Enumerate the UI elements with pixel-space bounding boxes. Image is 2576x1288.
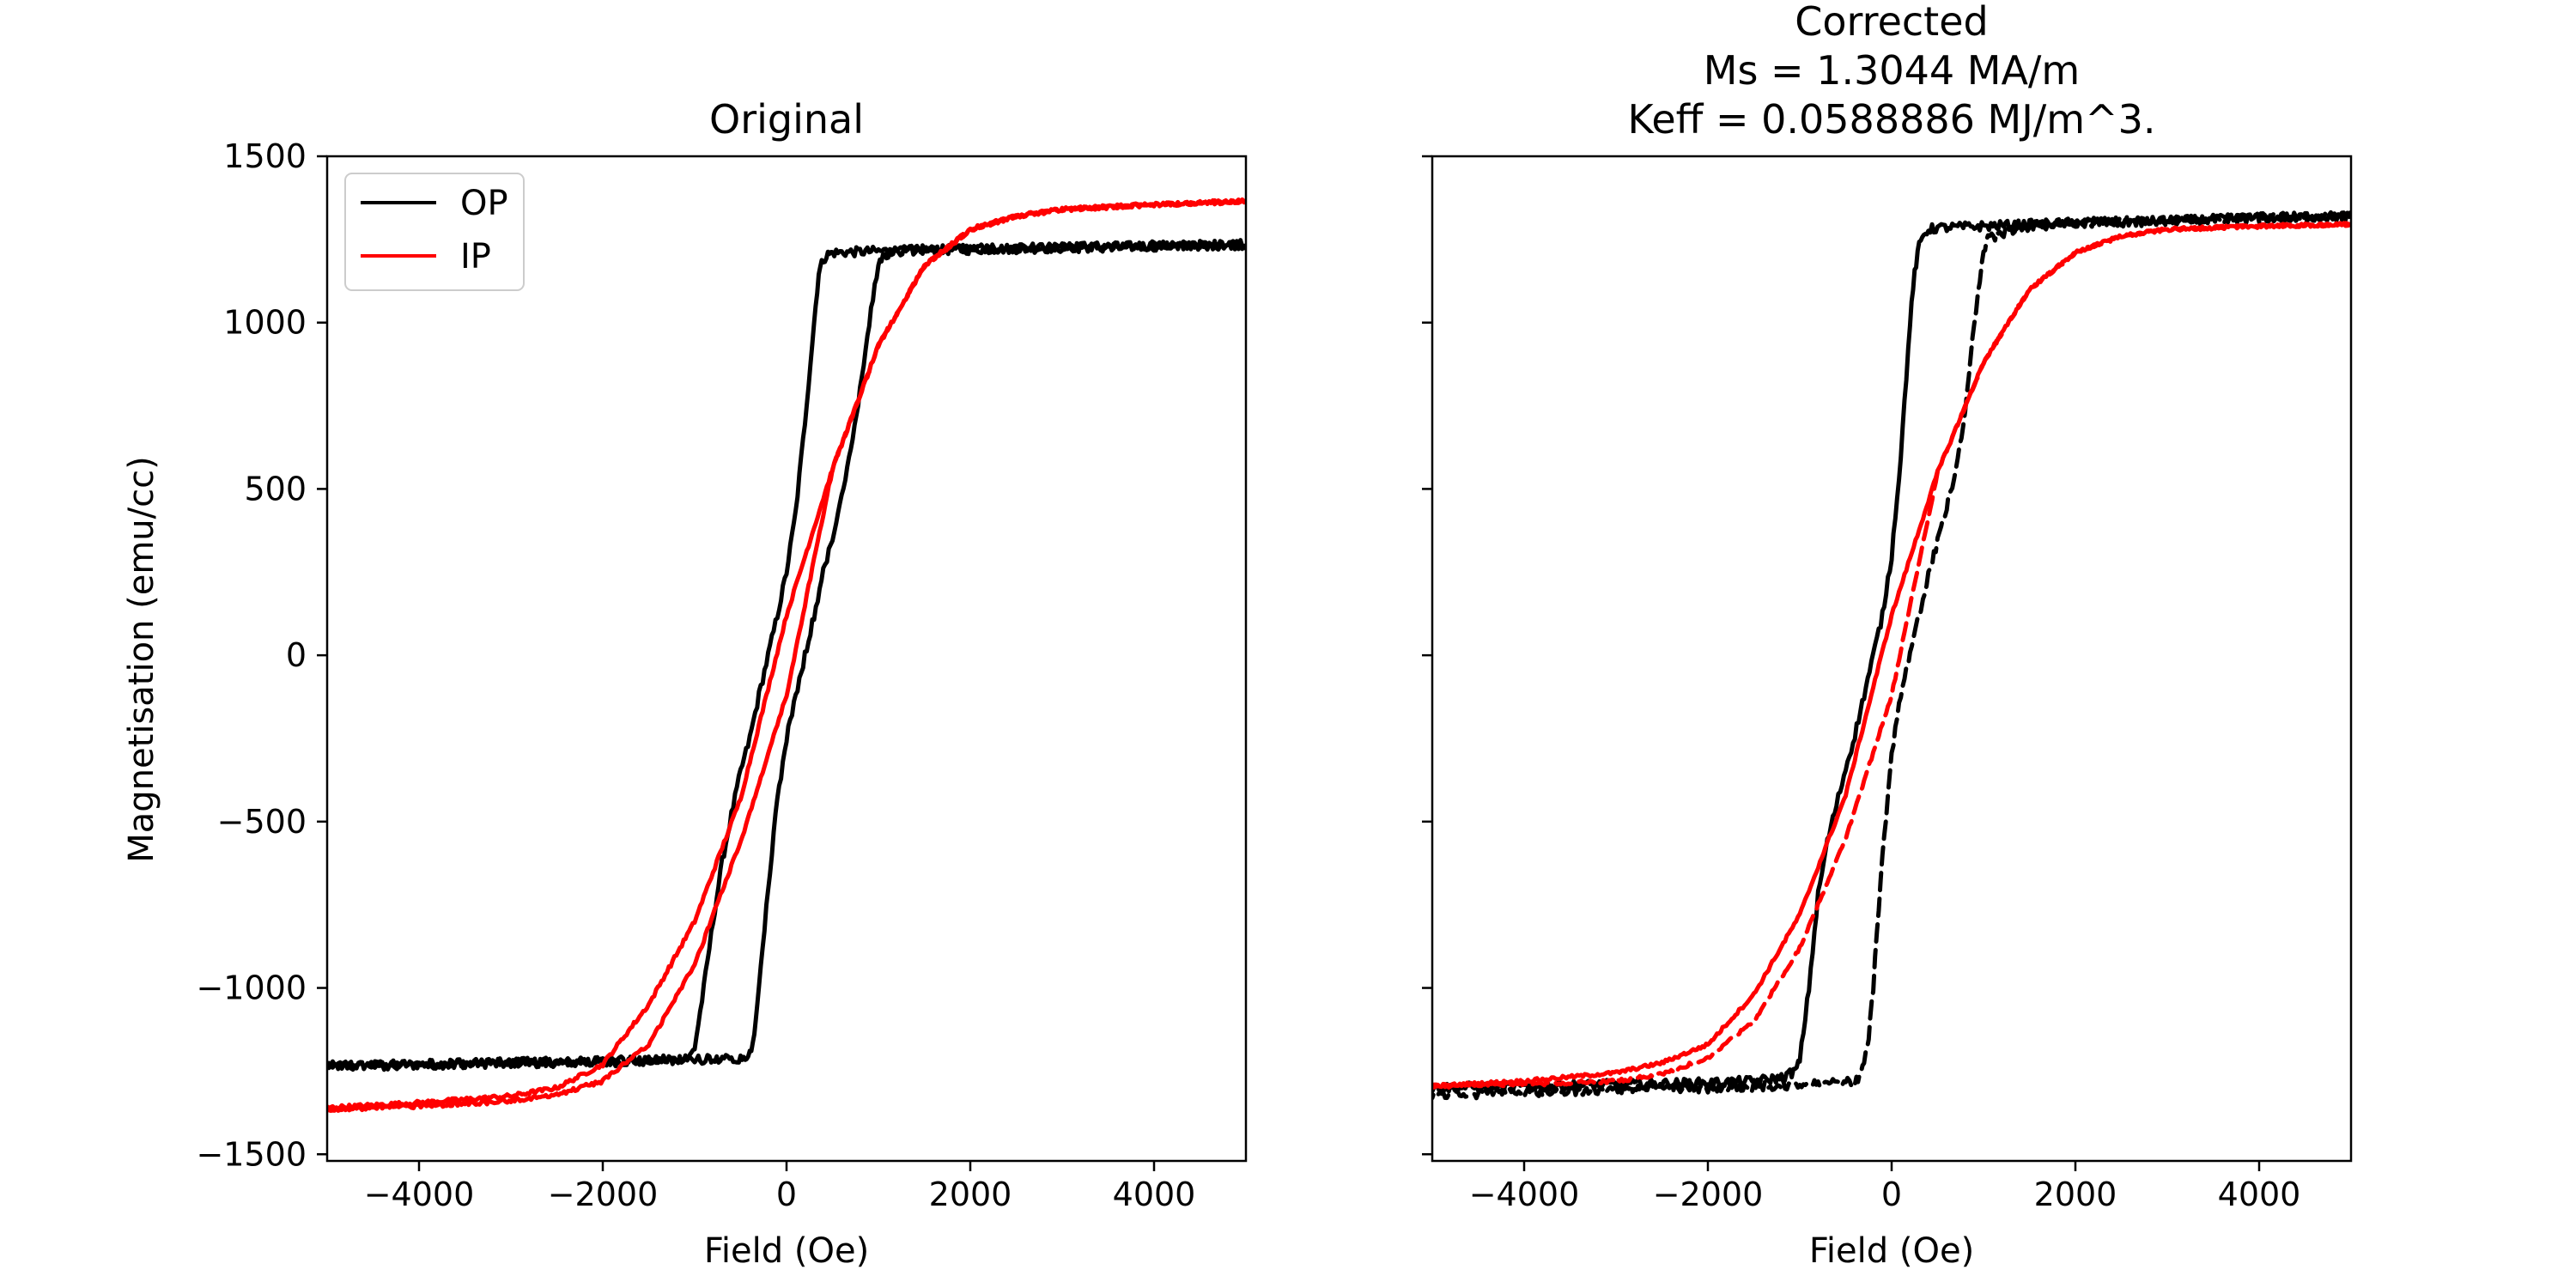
corrected-chart-ms-line: Ms = 1.3044 MA/m — [1704, 47, 2080, 94]
corrected-x-tick-label: 4000 — [2218, 1176, 2301, 1213]
original-y-tick-label: 0 — [286, 636, 307, 674]
original-axis-ticks: −4000 −2000 0 2000 4000 −1500 −1000 −500 0 500 100… — [196, 137, 1195, 1213]
corrected-plot-area — [1432, 210, 2351, 1101]
original-x-tick-label: 4000 — [1113, 1176, 1196, 1213]
original-plot-frame — [325, 155, 1248, 1163]
corrected-x-tick-label: −2000 — [1653, 1176, 1764, 1213]
corrected-series-line — [1432, 221, 2351, 1091]
original-x-tick-label: 2000 — [929, 1176, 1012, 1213]
original-y-tick-label: 1500 — [223, 137, 307, 175]
original-series-line — [327, 238, 1246, 1072]
original-y-tick-label: 500 — [244, 470, 307, 507]
corrected-x-tick-label: −4000 — [1469, 1176, 1580, 1213]
original-chart-panel: Original Field (Oe) Magnetisation (emu/c… — [122, 96, 1248, 1271]
original-x-tick-label: −2000 — [548, 1176, 659, 1213]
corrected-chart-title: Corrected — [1795, 0, 1988, 45]
original-y-axis-label: Magnetisation (emu/cc) — [122, 456, 161, 862]
legend-label-ip: IP — [460, 237, 491, 276]
original-chart-title: Original — [709, 96, 864, 143]
original-x-tick-label: 0 — [776, 1176, 797, 1213]
corrected-chart-keff-line: Keff = 0.0588886 MJ/m^3. — [1627, 96, 2155, 143]
corrected-chart-panel: Corrected Ms = 1.3044 MA/m Keff = 0.0588… — [1422, 0, 2353, 1271]
original-series-line — [327, 197, 1246, 1114]
corrected-x-axis-label: Field (Oe) — [1809, 1231, 1974, 1271]
original-y-tick-label: −1000 — [196, 969, 307, 1007]
original-y-tick-label: −1500 — [196, 1135, 307, 1173]
corrected-axis-ticks: −4000 −2000 0 2000 4000 — [1422, 155, 2301, 1213]
legend-label-op: OP — [460, 184, 508, 223]
corrected-series-line — [1432, 210, 2351, 1101]
corrected-plot-frame — [1431, 155, 2353, 1163]
corrected-x-tick-label: 0 — [1881, 1176, 1902, 1213]
corrected-x-tick-label: 2000 — [2034, 1176, 2117, 1213]
original-plot-area — [327, 197, 1246, 1114]
legend: OP IP — [344, 173, 525, 291]
original-x-tick-label: −4000 — [364, 1176, 475, 1213]
original-y-tick-label: −500 — [217, 803, 307, 841]
original-y-tick-label: 1000 — [223, 304, 307, 342]
original-x-axis-label: Field (Oe) — [704, 1231, 869, 1271]
